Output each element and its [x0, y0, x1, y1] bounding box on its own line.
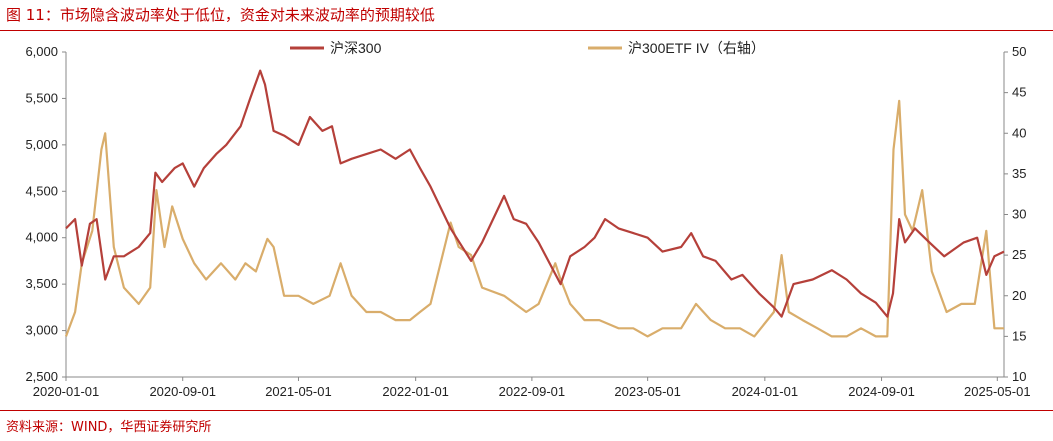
left-tick-label: 6,000 [25, 44, 58, 59]
iv-series-line [64, 99, 1004, 338]
x-tick-label: 2020-01-01 [33, 384, 100, 399]
right-tick-label: 30 [1012, 207, 1026, 222]
left-tick-label: 2,500 [25, 369, 58, 384]
x-tick-label: 2021-05-01 [265, 384, 332, 399]
legend-label: 沪深300 [330, 40, 382, 56]
top-rule [0, 30, 1053, 31]
right-tick-label: 35 [1012, 166, 1026, 181]
x-tick-label: 2023-05-01 [614, 384, 681, 399]
left-tick-label: 5,000 [25, 137, 58, 152]
right-tick-label: 10 [1012, 369, 1026, 384]
x-tick-label: 2022-09-01 [499, 384, 566, 399]
x-tick-label: 2024-09-01 [848, 384, 915, 399]
x-tick-label: 2025-05-01 [964, 384, 1031, 399]
left-tick-label: 3,500 [25, 276, 58, 291]
series-layer [64, 69, 1005, 338]
left-tick-label: 4,500 [25, 183, 58, 198]
left-tick-label: 5,500 [25, 90, 58, 105]
right-tick-label: 20 [1012, 288, 1026, 303]
x-tick-label: 2020-09-01 [149, 384, 216, 399]
source-note: 资料来源：WIND，华西证券研究所 [6, 420, 212, 435]
right-tick-label: 50 [1012, 44, 1026, 59]
right-tick-label: 25 [1012, 247, 1026, 262]
left-tick-label: 4,000 [25, 230, 58, 245]
csi300-series-line [65, 69, 1005, 318]
right-tick-label: 45 [1012, 85, 1026, 100]
legend-label: 沪300ETF IV（右轴） [628, 40, 765, 56]
x-tick-label: 2024-01-01 [732, 384, 799, 399]
axes: 2,500 3,000 3,500 4,000 4,500 5,000 5,500 6,000… [25, 44, 1030, 399]
chart-title: 图 11：市场隐含波动率处于低位，资金对未来波动率的预期较低 [6, 6, 435, 24]
legend: 沪深300 沪300ETF IV（右轴） [290, 40, 765, 56]
x-tick-label: 2022-01-01 [382, 384, 449, 399]
bottom-rule [0, 410, 1053, 411]
left-tick-label: 3,000 [25, 323, 58, 338]
right-tick-label: 15 [1012, 328, 1026, 343]
right-tick-label: 40 [1012, 125, 1026, 140]
